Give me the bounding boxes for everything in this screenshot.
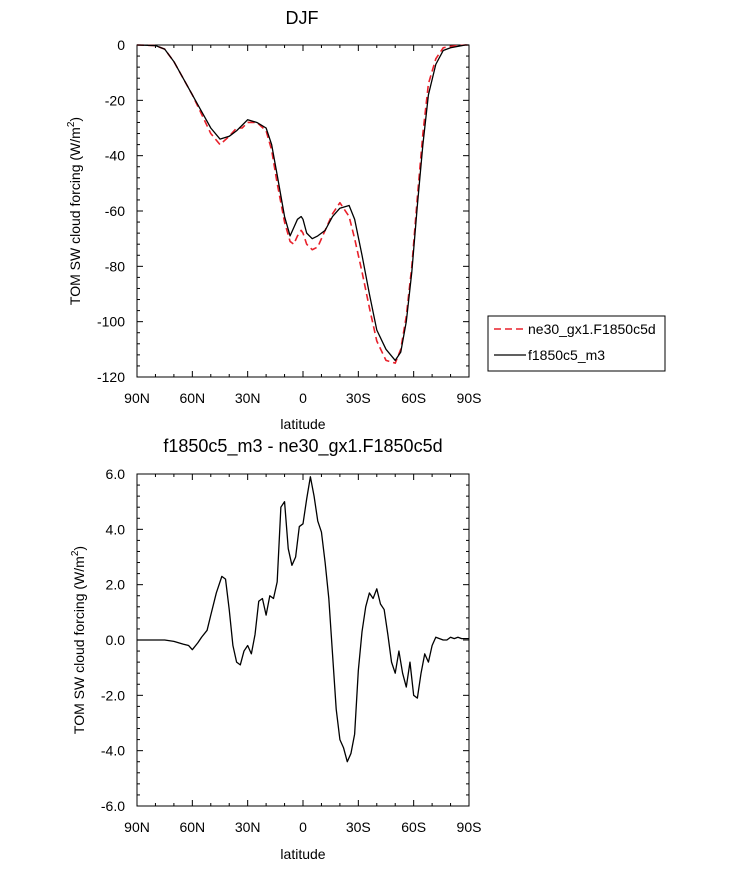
- legend-label-ne30: ne30_gx1.F1850c5d: [528, 321, 656, 337]
- bottom-x-tick-label: 30S: [346, 819, 371, 835]
- bottom-chart: f1850c5_m3 - ne30_gx1.F1850c5d TOM SW cl…: [70, 436, 481, 862]
- top-chart: DJF TOM SW cloud forcing (W/m2) latitude…: [66, 8, 666, 432]
- top-y-axis-label-sup: 2: [66, 121, 77, 127]
- top-y-tick-label: -100: [97, 314, 125, 330]
- top-y-axis-label-tail: ): [67, 117, 83, 122]
- bottom-chart-title: f1850c5_m3 - ne30_gx1.F1850c5d: [163, 436, 442, 457]
- bottom-x-axis-label: latitude: [280, 846, 325, 862]
- bottom-y-tick-label: 2.0: [106, 577, 126, 593]
- top-plot-frame: [136, 44, 470, 378]
- bottom-x-tick-label: 90N: [124, 819, 150, 835]
- top-x-tick-label: 30S: [346, 390, 371, 406]
- top-x-tick-label: 60S: [401, 390, 426, 406]
- bottom-y-tick-label: -2.0: [101, 687, 125, 703]
- top-y-tick-label: -80: [105, 258, 125, 274]
- bottom-series-line-0: [137, 476, 469, 763]
- top-x-tick-label: 90N: [124, 390, 150, 406]
- top-y-tick-label: -20: [105, 92, 125, 108]
- bottom-x-tick-label: 60N: [179, 819, 205, 835]
- bottom-series-lines: [137, 476, 469, 763]
- top-axis-ticks: 90N 60N 30N 0 30S 60S 90S 0 -20 -40 -60 -80 -100 -120: [97, 37, 481, 406]
- bottom-y-tick-label: -6.0: [101, 798, 125, 814]
- top-y-tick-label: -120: [97, 369, 125, 385]
- legend-label-f1850: f1850c5_m3: [528, 347, 605, 363]
- bottom-y-tick-label: 6.0: [106, 466, 126, 482]
- bottom-axis-ticks: 90N 60N 30N 0 30S 60S 90S 6.0 4.0 2.0 0.0 -2.0 -4.0 -…: [101, 466, 482, 835]
- top-y-axis-label-main: TOM SW cloud forcing (W/m: [67, 127, 83, 305]
- top-chart-title: DJF: [286, 8, 319, 28]
- top-x-tick-label: 90S: [457, 390, 482, 406]
- bottom-x-tick-label: 60S: [401, 819, 426, 835]
- bottom-y-axis-label-main: TOM SW cloud forcing (W/m: [71, 556, 87, 734]
- bottom-y-tick-label: -4.0: [101, 743, 125, 759]
- top-series-lines: [136, 44, 469, 364]
- bottom-x-tick-label: 0: [299, 819, 307, 835]
- bottom-x-tick-label: 90S: [457, 819, 482, 835]
- top-y-axis-label: TOM SW cloud forcing (W/m2): [66, 117, 83, 305]
- top-y-tick-label: -60: [105, 203, 125, 219]
- bottom-y-axis-label-sup: 2: [70, 550, 81, 556]
- top-x-tick-label: 0: [299, 390, 307, 406]
- top-series-line-1: [136, 44, 469, 362]
- bottom-y-tick-label: 4.0: [106, 521, 126, 537]
- top-series-line-0: [136, 44, 469, 364]
- bottom-y-tick-label: 0.0: [106, 632, 126, 648]
- top-x-axis-label: latitude: [280, 416, 325, 432]
- top-x-tick-label: 60N: [179, 390, 205, 406]
- top-y-tick-label: -40: [105, 148, 125, 164]
- bottom-y-axis-label-tail: ): [71, 546, 87, 551]
- legend-box: [487, 315, 666, 372]
- bottom-x-tick-label: 30N: [235, 819, 261, 835]
- legend: ne30_gx1.F1850c5d f1850c5_m3: [487, 315, 666, 372]
- top-y-tick-label: 0: [117, 37, 125, 53]
- bottom-y-axis-label: TOM SW cloud forcing (W/m2): [70, 546, 87, 734]
- top-x-tick-label: 30N: [235, 390, 261, 406]
